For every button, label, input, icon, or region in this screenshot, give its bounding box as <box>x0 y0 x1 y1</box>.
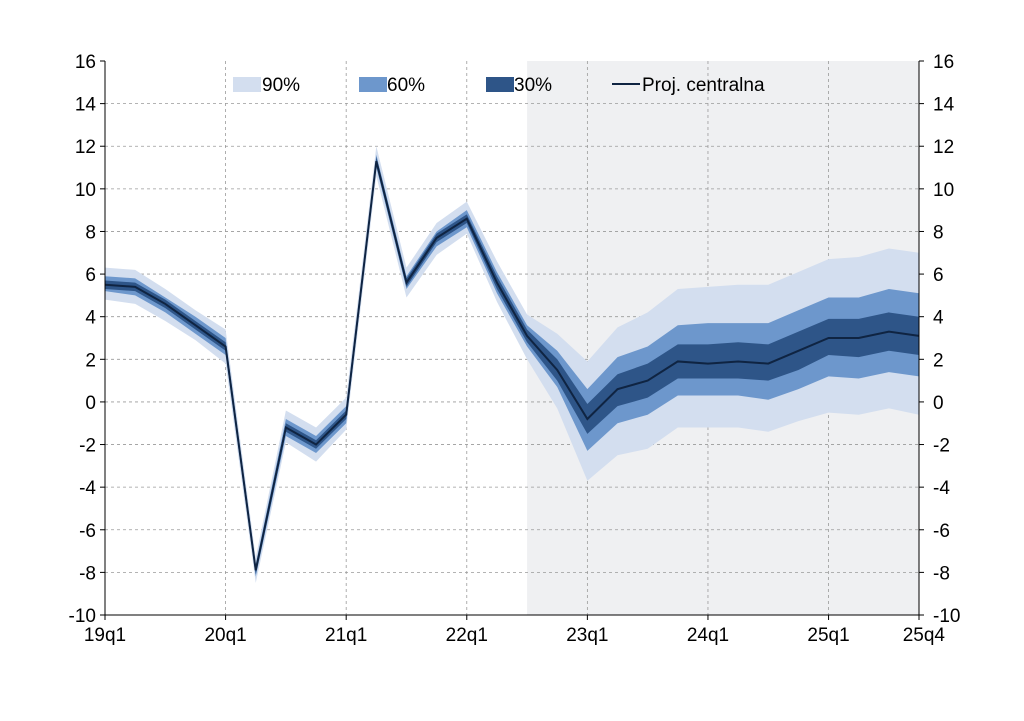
right-y-tick-label: 4 <box>933 308 944 329</box>
right-y-tick-label: 8 <box>933 222 944 243</box>
right-y-tick-label: -10 <box>933 606 960 627</box>
right-y-tick-label: 2 <box>933 350 944 371</box>
legend: 90% 60% 30% Proj. centralna <box>233 75 765 96</box>
left-y-tick-label: -4 <box>79 478 96 499</box>
right-y-tick-label: 0 <box>933 393 944 414</box>
left-y-tick-label: -6 <box>79 521 96 542</box>
left-y-tick-label: 14 <box>75 95 97 116</box>
left-y-tick-label: -2 <box>79 436 96 457</box>
x-tick-label: 23q1 <box>566 625 608 646</box>
axes: -10 -10 -8 -8 -6 -6 -4 -4 -2 -2 0 0 2 2 4 4 6 6 8 8 10 10 12 12… <box>69 52 961 646</box>
left-y-tick-label: 8 <box>85 222 96 243</box>
right-y-tick-label: 10 <box>933 180 954 201</box>
band-b30 <box>105 156 919 575</box>
right-y-tick-label: 16 <box>933 52 954 73</box>
left-y-tick-label: 0 <box>85 393 96 414</box>
legend-label-central: Proj. centralna <box>642 75 765 96</box>
x-tick-label: 25q4 <box>903 625 946 646</box>
fan-bands <box>105 146 919 584</box>
left-y-tick-label: -8 <box>79 563 96 584</box>
left-y-tick-label: 4 <box>85 308 96 329</box>
right-y-tick-label: 6 <box>933 265 944 286</box>
x-tick-label: 20q1 <box>204 625 246 646</box>
legend-swatch-b90 <box>233 77 261 92</box>
right-y-tick-label: -2 <box>933 436 950 457</box>
right-y-tick-label: -8 <box>933 563 950 584</box>
right-y-tick-label: -6 <box>933 521 950 542</box>
legend-label-b30: 30% <box>514 75 552 96</box>
legend-label-b90: 90% <box>262 75 300 96</box>
legend-swatch-b60 <box>359 77 387 92</box>
left-y-tick-label: -10 <box>69 606 96 627</box>
left-y-tick-label: 2 <box>85 350 96 371</box>
x-tick-label: 21q1 <box>325 625 367 646</box>
central-line-layer <box>104 160 920 571</box>
x-tick-label: 25q1 <box>807 625 849 646</box>
right-y-tick-label: -4 <box>933 478 950 499</box>
x-tick-label: 22q1 <box>446 625 488 646</box>
left-y-tick-label: 6 <box>85 265 96 286</box>
x-tick-label: 24q1 <box>687 625 729 646</box>
legend-label-b60: 60% <box>387 75 425 96</box>
legend-swatch-b30 <box>486 77 514 92</box>
right-y-tick-label: 12 <box>933 137 954 158</box>
x-tick-label: 19q1 <box>84 625 126 646</box>
left-y-tick-label: 16 <box>75 52 96 73</box>
right-y-tick-label: 14 <box>933 95 955 116</box>
left-y-tick-label: 10 <box>75 180 96 201</box>
central-projection-line <box>104 160 920 571</box>
left-y-tick-label: 12 <box>75 137 96 158</box>
